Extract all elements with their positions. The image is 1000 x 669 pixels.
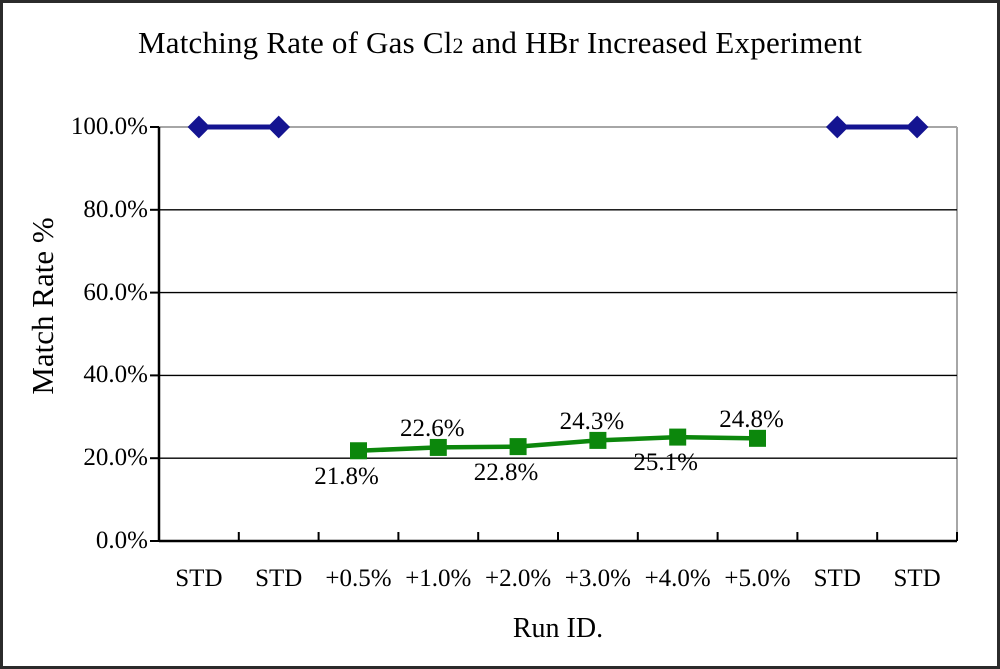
data-point-diamond-marker [267, 115, 291, 139]
x-axis-tick-label: STD [255, 565, 303, 592]
data-point-square-marker [749, 429, 766, 447]
x-axis-tick-label: STD [893, 565, 941, 592]
data-point-diamond-marker [187, 115, 211, 139]
series-line-square [358, 434, 758, 453]
chart-title-subscript: 2 [452, 33, 464, 58]
y-axis-labels: 100.0% 80.0% 60.0% 40.0% 20.0% 0.0% [3, 3, 151, 666]
data-point-square-marker [350, 442, 367, 460]
data-point-square-marker [589, 431, 607, 449]
x-axis-tick-label: +3.0% [564, 565, 631, 592]
data-point-square-marker [429, 438, 447, 456]
y-axis-tick-label: 100.0% [70, 113, 148, 140]
x-axis-tick-label: +0.5% [325, 565, 392, 592]
plot-area [150, 115, 958, 543]
x-axis-tick-label: +4.0% [644, 565, 711, 592]
x-axis-title: Run ID. [512, 613, 604, 644]
data-point-diamond-marker [905, 115, 929, 139]
x-axis-labels: STD STD +0.5% +1.0% +2.0% +3.0% +4.0% +5.0% STD S… [159, 565, 957, 593]
x-axis-tick-label: +2.0% [484, 565, 552, 592]
data-point-square-marker [509, 438, 527, 456]
chart-title-prefix: Matching Rate of Gas Cl [137, 25, 453, 60]
y-axis-tick-label: 0.0% [95, 527, 148, 554]
data-point-diamond-marker [825, 115, 849, 139]
y-axis-tick-label: 40.0% [83, 361, 148, 389]
chart-title: Matching Rate of Gas Cl2 and HBr Increas… [3, 25, 997, 61]
y-axis-tick-label: 60.0% [83, 278, 148, 306]
x-axis-tick-label: +1.0% [405, 565, 472, 592]
x-axis-tick-label: STD [813, 565, 861, 592]
data-point-square-marker [669, 428, 687, 446]
x-axis-tick-label: STD [175, 565, 223, 592]
chart-title-suffix: and HBr Increased Experiment [463, 25, 863, 60]
y-axis-tick-label: 80.0% [83, 195, 148, 223]
x-axis-tick-label: +5.0% [724, 565, 791, 592]
y-axis-tick-label: 20.0% [83, 444, 148, 472]
